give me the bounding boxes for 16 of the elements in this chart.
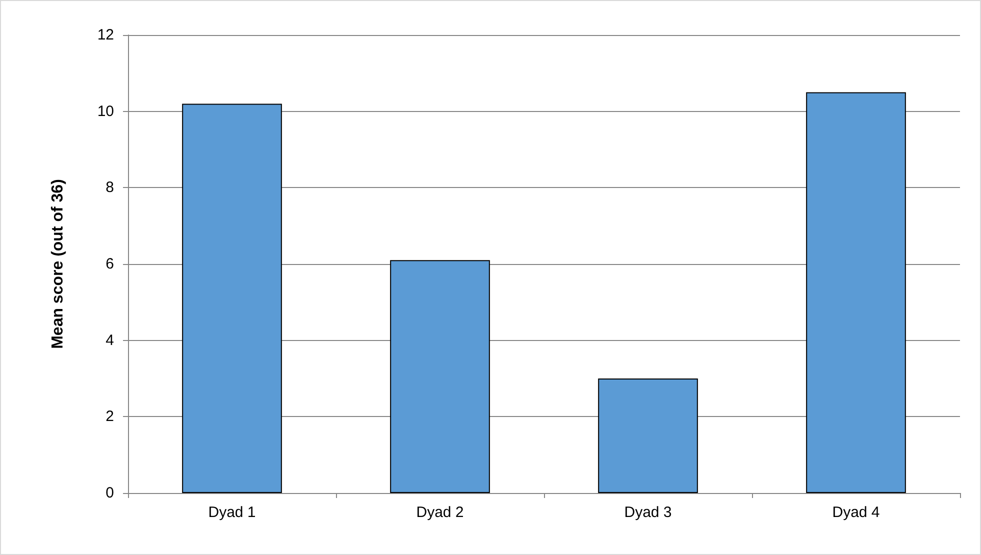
x-tick-label: Dyad 3 [624, 504, 672, 521]
y-tick-label: 6 [106, 256, 114, 272]
bar [598, 378, 698, 493]
y-tick-label: 12 [97, 26, 114, 44]
bar [390, 260, 490, 493]
y-tick-label: 2 [106, 408, 114, 426]
x-tick-label: Dyad 2 [416, 504, 464, 521]
y-tick-label: 0 [106, 484, 114, 502]
bar [806, 92, 906, 493]
x-tick-label: Dyad 1 [208, 504, 256, 521]
y-tick-label: 8 [106, 179, 114, 196]
bar [182, 104, 282, 493]
y-tick-label: 4 [106, 332, 114, 349]
y-axis-title: Mean score (out of 36) [50, 179, 66, 349]
x-tick-label: Dyad 4 [832, 504, 880, 521]
y-tick-label: 10 [97, 102, 114, 120]
